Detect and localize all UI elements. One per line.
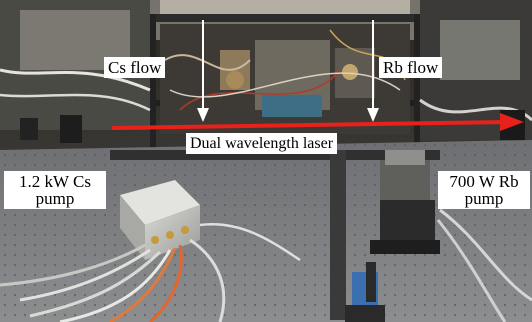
- laser-arrow: [111, 120, 509, 130]
- rb-pump-label-line-1: 700 W Rb: [449, 172, 519, 191]
- rb-pump-label: 700 W Rb pump: [438, 171, 530, 209]
- cs-pump-label-line-1: 1.2 kW Cs: [19, 172, 91, 191]
- laser-label: Dual wavelength laser: [186, 133, 338, 154]
- cs-pump-label: 1.2 kW Cs pump: [4, 171, 106, 209]
- rb-pump-label-line-2: pump: [464, 189, 504, 208]
- cs-flow-label: Cs flow: [104, 57, 166, 78]
- rb-flow-label: Rb flow: [379, 57, 443, 78]
- cs-pump-label-line-2: pump: [35, 189, 75, 208]
